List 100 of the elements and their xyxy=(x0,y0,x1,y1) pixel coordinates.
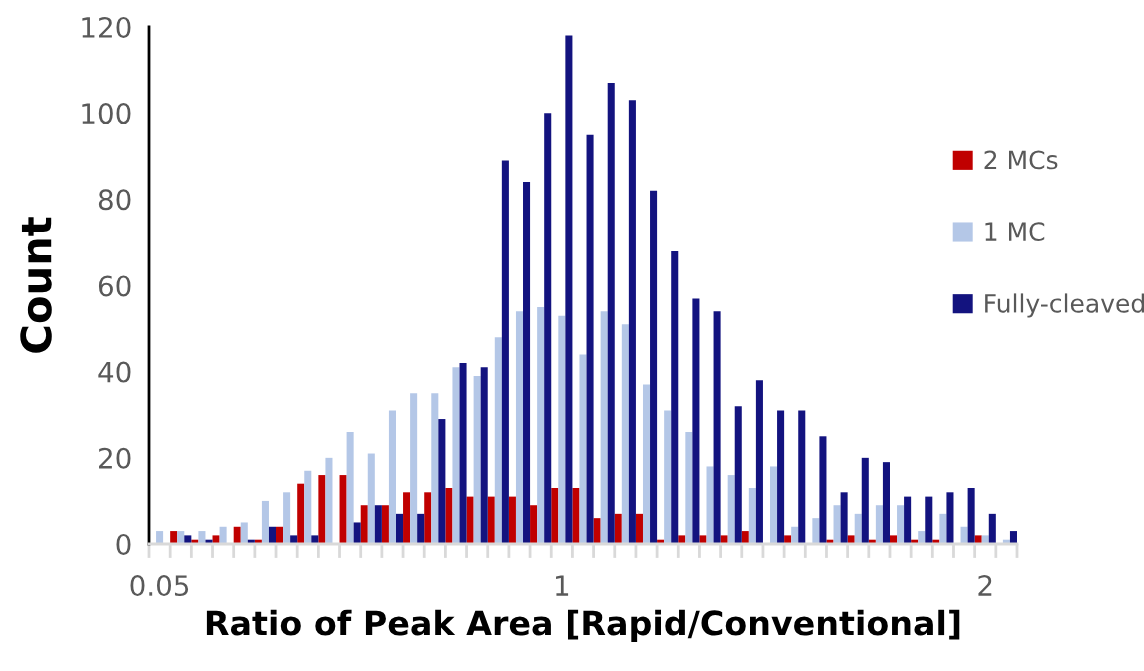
bar xyxy=(699,535,707,544)
bar xyxy=(685,431,693,544)
bar xyxy=(325,457,333,544)
bar xyxy=(875,505,883,544)
bar xyxy=(981,535,989,544)
bar xyxy=(388,410,396,544)
bar xyxy=(417,513,425,544)
bar xyxy=(741,531,749,544)
bar xyxy=(233,526,241,544)
bar xyxy=(452,367,460,544)
bar xyxy=(925,496,933,544)
bar xyxy=(635,513,643,544)
bar xyxy=(861,457,869,544)
bar xyxy=(777,410,785,544)
bar xyxy=(558,315,566,544)
bar xyxy=(904,496,912,544)
bar xyxy=(784,535,792,544)
bar xyxy=(755,380,763,544)
x-tick-label: 0.05 xyxy=(130,575,189,597)
bar xyxy=(480,367,488,544)
bar xyxy=(283,492,291,544)
y-tick-label: 60 xyxy=(98,275,131,297)
bar xyxy=(494,337,502,544)
bar xyxy=(939,513,947,544)
bar xyxy=(664,410,672,544)
bar xyxy=(360,505,368,544)
bar xyxy=(734,406,742,544)
bar xyxy=(487,496,495,544)
bar xyxy=(318,475,326,544)
bar xyxy=(424,492,432,544)
bar xyxy=(339,475,347,544)
x-axis-title: Ratio of Peak Area [Rapid/Conventional] xyxy=(206,609,960,643)
bar xyxy=(381,505,389,544)
bar xyxy=(720,535,728,544)
y-tick-label: 40 xyxy=(98,361,131,383)
bar xyxy=(466,496,474,544)
bar xyxy=(840,492,848,544)
legend-label: 2 MCs xyxy=(984,150,1058,170)
y-tick-label: 0 xyxy=(116,533,131,555)
bar xyxy=(170,531,178,544)
bar xyxy=(353,522,361,544)
bar xyxy=(459,363,467,544)
bar xyxy=(572,487,580,544)
bar xyxy=(897,505,905,544)
bar xyxy=(530,505,538,544)
bar xyxy=(304,470,312,544)
bar xyxy=(1009,531,1017,544)
bar xyxy=(445,487,453,544)
bar xyxy=(367,453,375,544)
bar xyxy=(621,324,629,544)
bar xyxy=(410,393,418,544)
bar xyxy=(290,535,298,544)
bar xyxy=(847,535,855,544)
bar xyxy=(403,492,411,544)
bar xyxy=(628,100,636,544)
bar xyxy=(678,535,686,544)
bar xyxy=(882,462,890,544)
bar xyxy=(614,513,622,544)
x-tick-label: 2 xyxy=(978,575,992,596)
bar xyxy=(311,535,319,544)
legend-label: Fully-cleaved xyxy=(985,293,1144,318)
bar xyxy=(946,492,954,544)
bar xyxy=(212,535,220,544)
y-tick-label: 20 xyxy=(99,447,131,469)
bar xyxy=(297,483,305,544)
bar xyxy=(918,531,926,544)
bar xyxy=(438,419,446,544)
bar xyxy=(579,354,587,544)
bar xyxy=(967,487,975,544)
bar xyxy=(791,526,799,544)
bar xyxy=(551,487,559,544)
y-tick-label: 120 xyxy=(82,16,131,38)
bar xyxy=(508,496,516,544)
bar xyxy=(960,526,968,544)
legend-label: 1 MC xyxy=(985,222,1045,242)
bar xyxy=(593,518,601,544)
bar xyxy=(184,535,192,544)
bar xyxy=(812,518,820,544)
bar xyxy=(650,190,658,544)
bar xyxy=(748,487,756,544)
bar xyxy=(156,531,164,544)
bar xyxy=(988,513,996,544)
bar xyxy=(833,505,841,544)
bar xyxy=(544,113,552,544)
bar xyxy=(523,182,531,544)
bar xyxy=(261,500,269,544)
bar xyxy=(240,522,248,544)
bar xyxy=(515,311,524,544)
bar xyxy=(473,375,481,544)
bar xyxy=(798,410,806,544)
y-tick-label: 100 xyxy=(82,103,131,125)
bar xyxy=(374,505,382,544)
bar xyxy=(177,531,185,544)
bar xyxy=(671,251,679,544)
bar xyxy=(219,526,227,544)
bar xyxy=(268,526,277,544)
bar xyxy=(974,535,982,544)
bar xyxy=(346,431,354,544)
bar xyxy=(854,513,862,544)
bar xyxy=(889,535,898,544)
